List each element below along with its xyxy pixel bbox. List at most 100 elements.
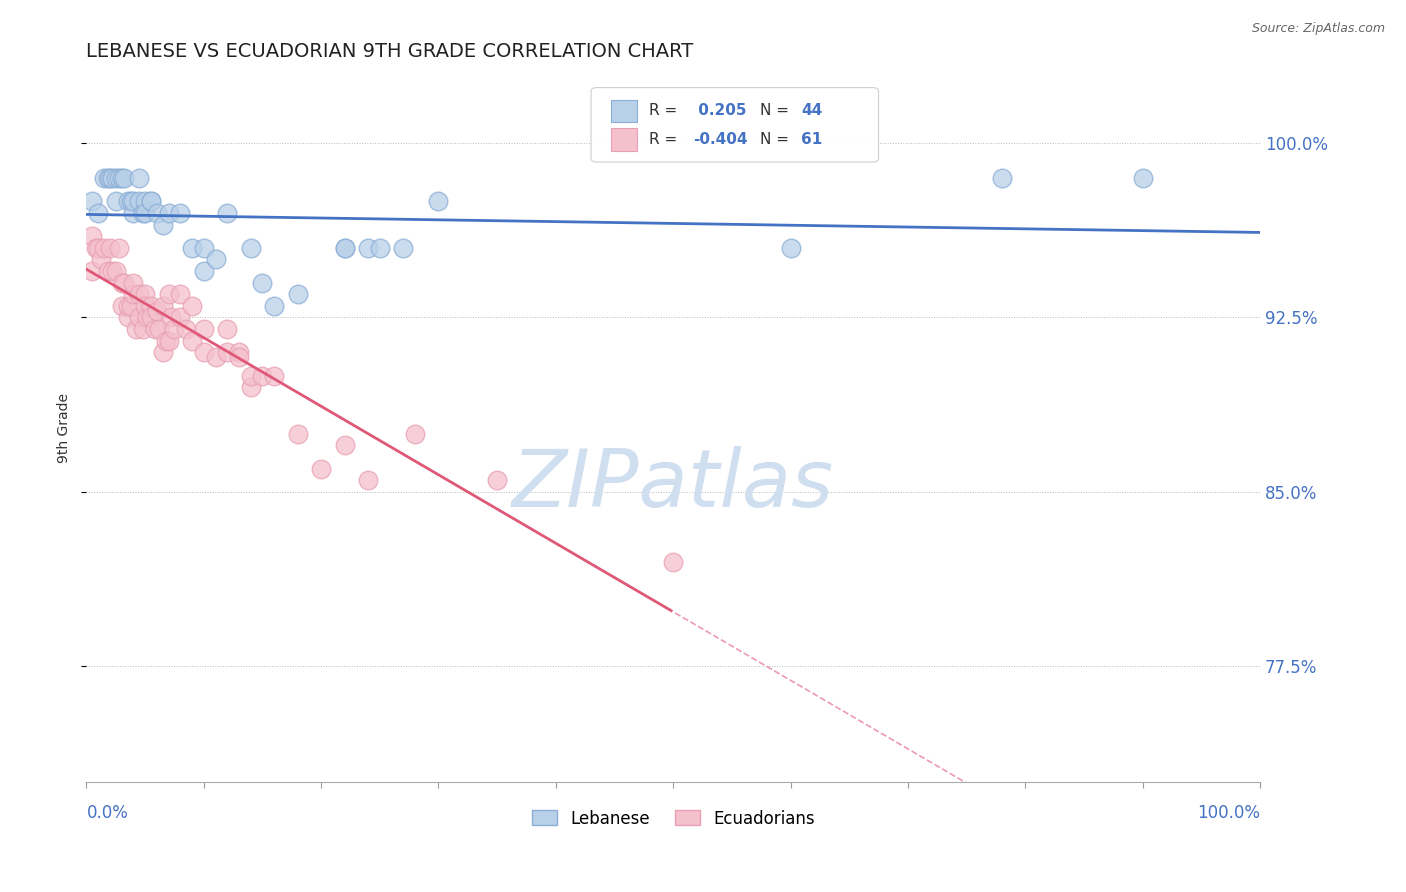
Y-axis label: 9th Grade: 9th Grade — [58, 392, 72, 463]
Point — [368, 241, 391, 255]
Text: R =: R = — [648, 132, 682, 147]
Point — [134, 194, 156, 209]
Point — [181, 241, 204, 255]
Point — [101, 264, 124, 278]
Point — [204, 350, 226, 364]
Point — [160, 310, 183, 325]
Point — [146, 206, 169, 220]
Point — [108, 241, 131, 255]
Point — [128, 171, 150, 186]
Point — [1132, 171, 1154, 186]
Point — [157, 334, 180, 348]
Point — [132, 206, 155, 220]
Point — [217, 206, 239, 220]
Text: 0.0%: 0.0% — [86, 804, 128, 822]
Point — [252, 368, 274, 383]
Point — [108, 171, 131, 186]
FancyBboxPatch shape — [612, 100, 637, 122]
Point — [357, 241, 380, 255]
Point — [217, 322, 239, 336]
Point — [117, 299, 139, 313]
Point — [136, 310, 159, 325]
Point — [82, 194, 104, 209]
Point — [193, 241, 215, 255]
Point — [157, 287, 180, 301]
Point — [134, 206, 156, 220]
Text: N =: N = — [761, 103, 794, 119]
Point — [122, 206, 145, 220]
Point — [125, 322, 148, 336]
Point — [111, 276, 134, 290]
Point — [155, 334, 177, 348]
Point — [84, 241, 107, 255]
Point — [152, 345, 174, 359]
Text: 0.205: 0.205 — [693, 103, 747, 119]
Text: 61: 61 — [801, 132, 823, 147]
Point — [174, 322, 197, 336]
Point — [228, 350, 250, 364]
Point — [104, 264, 127, 278]
Point — [148, 322, 170, 336]
FancyBboxPatch shape — [612, 128, 637, 151]
Text: 44: 44 — [801, 103, 823, 119]
Point — [139, 194, 162, 209]
Point — [143, 322, 166, 336]
Point — [169, 287, 191, 301]
Point — [181, 299, 204, 313]
Text: -0.404: -0.404 — [693, 132, 748, 147]
Point — [98, 241, 121, 255]
Point — [104, 171, 127, 186]
Point — [90, 252, 112, 267]
Point — [139, 194, 162, 209]
Point — [263, 299, 285, 313]
Point — [87, 206, 110, 220]
Point — [120, 194, 142, 209]
Point — [309, 461, 332, 475]
FancyBboxPatch shape — [591, 87, 879, 162]
Point — [193, 264, 215, 278]
Point — [93, 171, 115, 186]
Point — [404, 426, 426, 441]
Point — [117, 310, 139, 325]
Point — [111, 171, 134, 186]
Text: ZIPatlas: ZIPatlas — [512, 446, 834, 524]
Point — [122, 276, 145, 290]
Point — [357, 473, 380, 487]
Point — [146, 303, 169, 318]
Point — [239, 380, 262, 394]
Point — [128, 194, 150, 209]
Point — [97, 171, 120, 186]
Point — [392, 241, 415, 255]
Point — [134, 299, 156, 313]
Point — [93, 241, 115, 255]
Point — [239, 241, 262, 255]
Point — [252, 276, 274, 290]
Point — [169, 310, 191, 325]
Point — [486, 473, 509, 487]
Point — [98, 171, 121, 186]
Point — [287, 426, 309, 441]
Point — [193, 322, 215, 336]
Point — [287, 287, 309, 301]
Point — [152, 218, 174, 232]
Point — [134, 287, 156, 301]
Text: Source: ZipAtlas.com: Source: ZipAtlas.com — [1251, 22, 1385, 36]
Point — [122, 194, 145, 209]
Point — [990, 171, 1012, 186]
Point — [139, 299, 162, 313]
Point — [111, 299, 134, 313]
Text: 100.0%: 100.0% — [1197, 804, 1260, 822]
Point — [87, 241, 110, 255]
Point — [139, 310, 162, 325]
Point — [82, 264, 104, 278]
Point — [132, 322, 155, 336]
Point — [333, 241, 356, 255]
Point — [427, 194, 450, 209]
Point — [228, 345, 250, 359]
Point — [169, 206, 191, 220]
Point — [217, 345, 239, 359]
Text: R =: R = — [648, 103, 682, 119]
Point — [779, 241, 801, 255]
Point — [120, 299, 142, 313]
Point — [117, 194, 139, 209]
